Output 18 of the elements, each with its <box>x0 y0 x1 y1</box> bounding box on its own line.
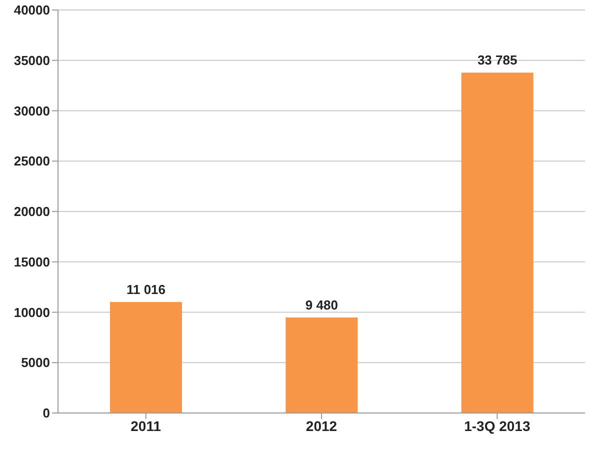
bar <box>110 302 182 413</box>
x-tick-label: 2012 <box>306 418 338 434</box>
y-tick-label: 40000 <box>14 2 50 18</box>
data-label: 11 016 <box>126 282 166 298</box>
y-tick-label: 10000 <box>14 304 50 320</box>
y-tick-label: 30000 <box>14 103 50 118</box>
x-tick-label: 1-3Q 2013 <box>464 418 530 434</box>
data-label: 9 480 <box>305 297 338 312</box>
y-tick-label: 25000 <box>14 154 50 169</box>
y-tick-label: 20000 <box>14 204 50 220</box>
data-label: 33 785 <box>477 52 518 68</box>
y-tick-label: 0 <box>42 406 50 421</box>
y-tick-label: 35000 <box>14 52 50 68</box>
bar <box>461 72 534 413</box>
y-tick-label: 5000 <box>21 355 50 370</box>
y-tick-label: 15000 <box>14 254 50 270</box>
bar <box>286 317 358 413</box>
x-tick-label: 2011 <box>130 418 162 434</box>
